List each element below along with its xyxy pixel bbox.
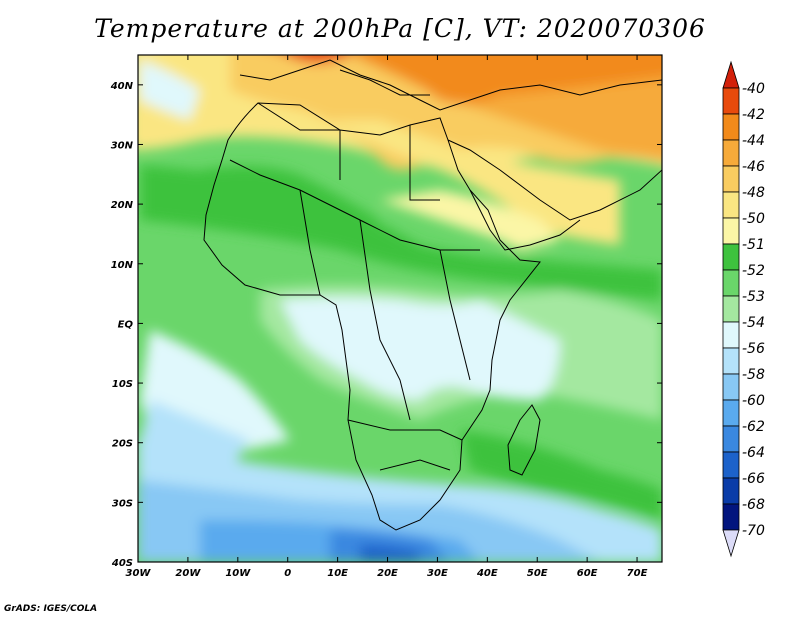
colorbar-segment bbox=[722, 373, 740, 401]
colorbar-label: -44 bbox=[742, 133, 765, 149]
plot-frame bbox=[137, 54, 663, 563]
colorbar-segment bbox=[722, 477, 740, 505]
colorbar-label: -53 bbox=[742, 289, 765, 305]
colorbar-segment bbox=[722, 269, 740, 297]
colorbar-label: -68 bbox=[742, 497, 765, 513]
lon-tick-label: 10W bbox=[225, 568, 251, 579]
grads-credit: GrADS: IGES/COLA bbox=[4, 604, 98, 614]
lon-tick-label: 60E bbox=[577, 568, 598, 579]
lon-tick-label: 20W bbox=[175, 568, 201, 579]
lat-tick-label: 10S bbox=[112, 379, 133, 390]
colorbar-segment bbox=[722, 399, 740, 427]
lon-tick-label: 0 bbox=[284, 568, 291, 579]
colorbar-label: -51 bbox=[742, 237, 765, 253]
colorbar-segment bbox=[722, 347, 740, 375]
colorbar-segment bbox=[722, 139, 740, 167]
lon-tick-label: 50E bbox=[527, 568, 548, 579]
colorbar-label: -54 bbox=[742, 315, 765, 331]
colorbar-label: -46 bbox=[742, 159, 765, 175]
lon-tick-label: 70E bbox=[627, 568, 648, 579]
lat-tick-label: 20S bbox=[112, 439, 133, 450]
map-title: Temperature at 200hPa [C], VT: 202007030… bbox=[94, 14, 706, 43]
colorbar: -40 -42 -44 -46 -48 -50 -51 -52 -53 -54 -56 -58 -60 -… bbox=[722, 60, 765, 558]
colorbar-segment bbox=[722, 321, 740, 349]
colorbar-segment bbox=[722, 425, 740, 453]
colorbar-label: -66 bbox=[742, 471, 765, 487]
colorbar-label: -64 bbox=[742, 445, 765, 461]
lat-tick-label: 20N bbox=[111, 200, 134, 211]
colorbar-bottom-arrow bbox=[722, 529, 740, 558]
lon-tick-label: 40E bbox=[476, 568, 498, 579]
colorbar-label: -62 bbox=[742, 419, 765, 435]
lat-tick-label: EQ bbox=[118, 319, 134, 330]
colorbar-label: -42 bbox=[742, 107, 765, 123]
colorbar-label: -48 bbox=[742, 185, 765, 201]
longitude-axis: 30W 20W 10W 0 10E 20E 30E 40E 50E 60E 70E bbox=[126, 55, 648, 579]
colorbar-segment bbox=[722, 165, 740, 193]
lon-tick-label: 30E bbox=[427, 568, 448, 579]
lon-tick-label: 20E bbox=[377, 568, 398, 579]
colorbar-label: -56 bbox=[742, 341, 765, 357]
colorbar-segment bbox=[722, 503, 740, 531]
coastlines bbox=[203, 59, 662, 531]
colorbar-segment bbox=[722, 113, 740, 141]
colorbar-segment bbox=[722, 451, 740, 479]
lat-tick-label: 10N bbox=[111, 260, 134, 271]
lat-tick-label: 40S bbox=[111, 558, 133, 569]
colorbar-segment bbox=[722, 217, 740, 245]
lon-tick-label: 10E bbox=[327, 568, 348, 579]
colorbar-top-arrow bbox=[722, 60, 740, 89]
lon-tick-label: 30W bbox=[126, 568, 152, 579]
lat-tick-label: 30N bbox=[111, 140, 134, 151]
colorbar-label: -70 bbox=[742, 523, 765, 539]
colorbar-segment bbox=[722, 191, 740, 219]
latitude-axis: 40N 30N 20N 10N EQ 10S 20S 30S 40S bbox=[110, 81, 662, 569]
temperature-field bbox=[138, 55, 662, 562]
colorbar-segment bbox=[722, 87, 740, 115]
colorbar-label: -52 bbox=[742, 263, 765, 279]
colorbar-segment bbox=[722, 243, 740, 271]
colorbar-label: -50 bbox=[742, 211, 765, 227]
colorbar-label: -60 bbox=[742, 393, 765, 409]
colorbar-label: -40 bbox=[742, 81, 765, 97]
colorbar-label: -58 bbox=[742, 367, 765, 383]
colorbar-segment bbox=[722, 295, 740, 323]
lat-tick-label: 40N bbox=[110, 81, 134, 92]
lat-tick-label: 30S bbox=[112, 498, 133, 509]
